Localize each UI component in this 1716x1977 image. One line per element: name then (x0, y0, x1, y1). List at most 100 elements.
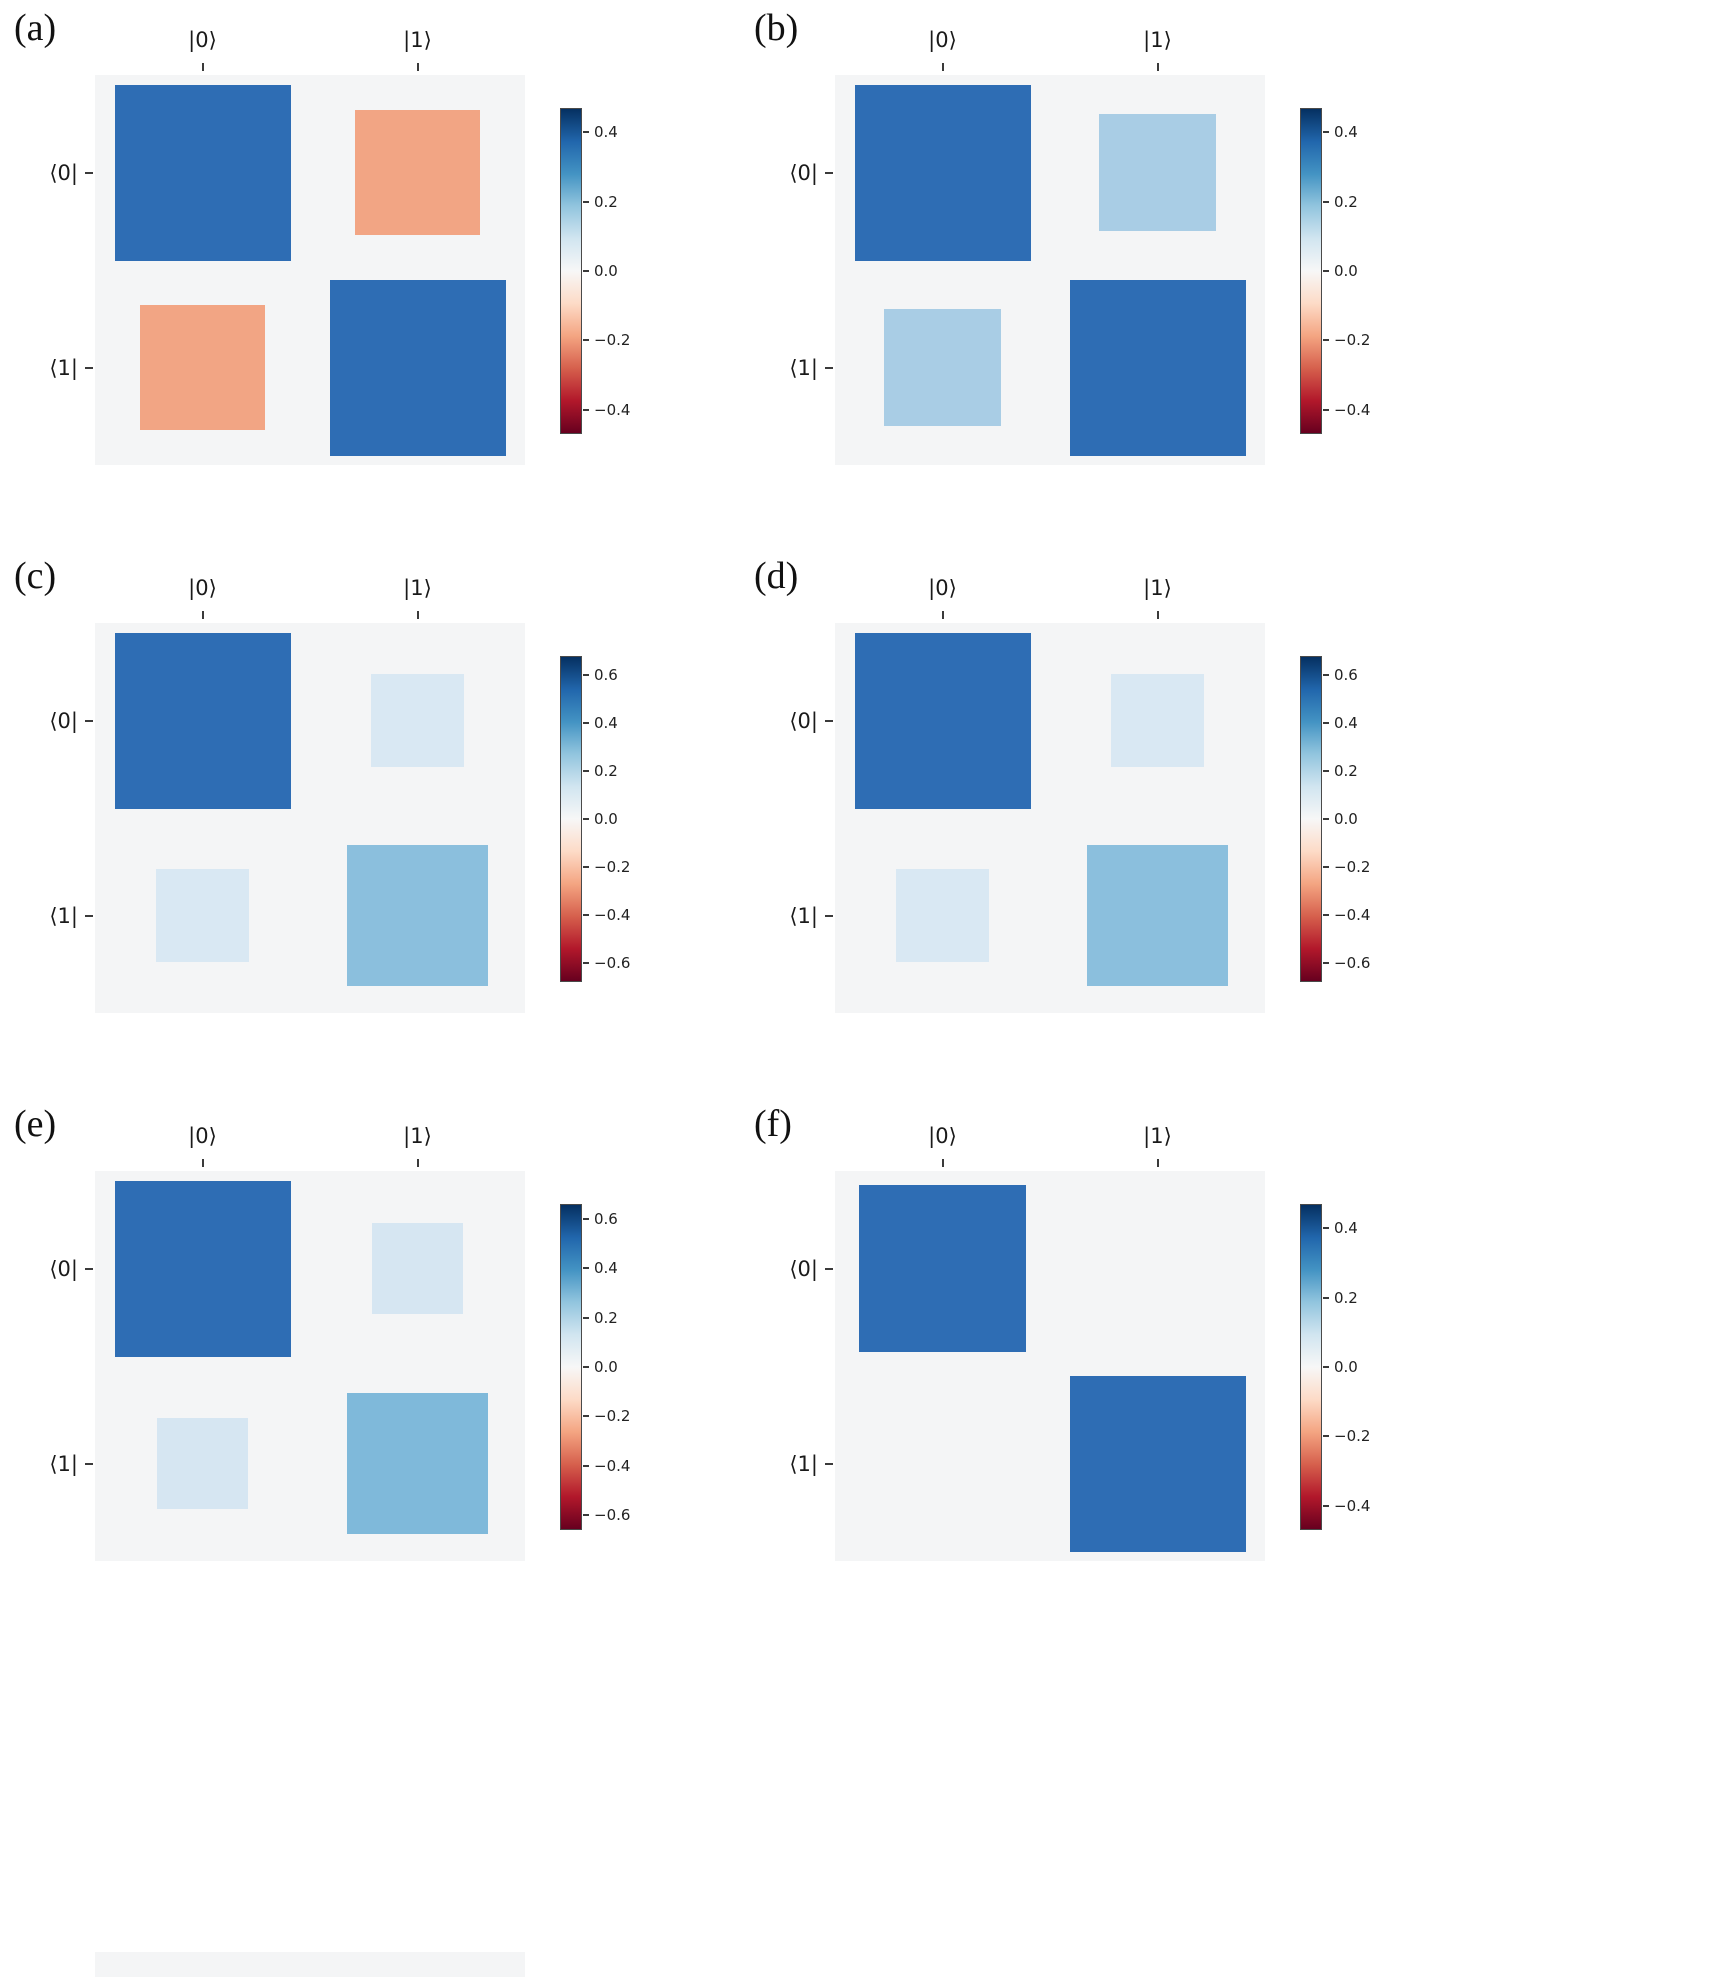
col-tick (1156, 611, 1159, 619)
row-tick (85, 719, 93, 722)
matrix-cell (329, 279, 506, 456)
col-tick (201, 63, 204, 71)
row-tick (825, 719, 833, 722)
row-tick (85, 171, 93, 174)
row-label: ⟨1| (49, 903, 78, 928)
matrix-cell (371, 674, 464, 767)
colorbar-tick (583, 865, 589, 868)
matrix-cell (1086, 844, 1229, 987)
plot-area (95, 1171, 525, 1561)
colorbar-tick (583, 1366, 589, 1368)
colorbar-tick (1323, 1504, 1329, 1507)
colorbar-tick-label: −0.4 (594, 905, 631, 924)
col-tick (941, 1159, 944, 1167)
colorbar-tick (583, 408, 589, 411)
matrix-cell (854, 84, 1031, 261)
row-label: ⟨1| (789, 355, 818, 380)
colorbar-tick (583, 1514, 589, 1517)
colorbar-tick (1323, 131, 1329, 134)
colorbar-tick-label: 0.0 (594, 1358, 618, 1376)
colorbar-tick (1323, 865, 1329, 868)
col-tick (941, 63, 944, 71)
colorbar-tick (1323, 961, 1329, 964)
row-tick (85, 366, 93, 369)
colorbar-tick (583, 818, 589, 820)
matrix-cell (896, 869, 989, 962)
col-label: |0⟩ (188, 1124, 217, 1148)
matrix-cell (1069, 279, 1246, 456)
colorbar-tick-label: 0.2 (594, 1308, 618, 1327)
colorbar-tick (583, 270, 589, 272)
colorbar-tick-label: −0.2 (1334, 331, 1371, 350)
col-label: |0⟩ (188, 28, 217, 52)
colorbar-tick-label: −0.4 (1334, 1496, 1371, 1515)
matrix-cell (156, 1417, 249, 1510)
colorbar-tick-label: −0.4 (1334, 905, 1371, 924)
colorbar-tick (583, 1464, 589, 1467)
colorbar-tick-label: 0.4 (1334, 123, 1358, 142)
matrix-cell (156, 869, 249, 962)
col-tick (416, 1159, 419, 1167)
panel-label: (c) (14, 555, 57, 597)
col-label: |1⟩ (403, 576, 432, 600)
matrix-cell (114, 632, 291, 809)
panel-label: (f) (754, 1103, 792, 1145)
colorbar-tick-label: 0.4 (594, 123, 618, 142)
panel-label: (a) (14, 7, 57, 49)
colorbar-tick (1323, 200, 1329, 203)
row-label: ⟨1| (49, 355, 78, 380)
colorbar-tick (583, 1316, 589, 1319)
colorbar-tick-label: −0.2 (594, 1407, 631, 1426)
colorbar-tick-label: 0.2 (1334, 1288, 1358, 1307)
tomography-panel: (a) |0⟩ |1⟩ ⟨0| ⟨1| 0.4 0.2 0.0 −0.2 −0.4 (0, 0, 740, 548)
colorbar-tick-label: 0.2 (594, 192, 618, 211)
colorbar-tick (1323, 270, 1329, 272)
colorbar-tick-label: 0.4 (594, 1259, 618, 1278)
colorbar-tick-label: −0.6 (1334, 953, 1371, 972)
colorbar-tick (583, 913, 589, 916)
colorbar-tick (583, 1267, 589, 1270)
colorbar-gradient (1300, 656, 1322, 982)
row-label: ⟨1| (789, 1451, 818, 1476)
col-label: |1⟩ (403, 1124, 432, 1148)
colorbar-tick (1323, 1296, 1329, 1299)
row-tick (825, 171, 833, 174)
colorbar: 0.6 0.4 0.2 0.0 −0.2 −0.4 −0.6 (560, 656, 650, 982)
row-label: ⟨0| (49, 1256, 78, 1281)
colorbar-gradient (560, 108, 582, 434)
row-label: ⟨0| (789, 160, 818, 185)
matrix-cell (347, 1393, 488, 1534)
colorbar-tick (583, 961, 589, 964)
tomography-panel: (d) |0⟩ |1⟩ ⟨0| ⟨1| 0.6 0.4 0.2 0.0 −0.2 −0.4 −0… (740, 548, 1716, 1096)
matrix-cell (140, 305, 265, 430)
col-label: |0⟩ (928, 576, 957, 600)
colorbar-tick (583, 1217, 589, 1220)
colorbar-tick (1323, 818, 1329, 820)
col-label: |0⟩ (928, 28, 957, 52)
colorbar-gradient (560, 1204, 582, 1530)
colorbar-tick-label: 0.0 (1334, 262, 1358, 280)
plot-area (835, 1171, 1265, 1561)
row-tick (825, 1267, 833, 1270)
colorbar-tick-label: 0.2 (1334, 762, 1358, 781)
row-tick (825, 366, 833, 369)
matrix-cell (1069, 1375, 1246, 1552)
colorbar-tick (1323, 1366, 1329, 1368)
col-tick (1156, 63, 1159, 71)
panel-label: (b) (754, 7, 799, 49)
col-label: |0⟩ (188, 576, 217, 600)
matrix-cell (1111, 674, 1204, 767)
colorbar-tick (583, 722, 589, 725)
matrix-cell (884, 309, 1001, 426)
matrix-cell (854, 632, 1031, 809)
col-tick (416, 611, 419, 619)
colorbar-tick-label: 0.0 (1334, 1358, 1358, 1376)
row-label: ⟨0| (789, 1256, 818, 1281)
col-tick (1156, 1159, 1159, 1167)
plot-area (835, 75, 1265, 465)
col-tick (201, 1159, 204, 1167)
colorbar-tick-label: 0.4 (1334, 1219, 1358, 1238)
colorbar-tick (1323, 770, 1329, 773)
row-label: ⟨0| (49, 708, 78, 733)
